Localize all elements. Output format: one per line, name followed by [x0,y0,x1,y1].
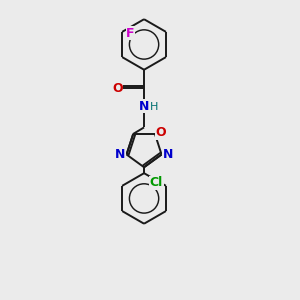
Text: F: F [126,27,135,40]
Text: O: O [155,126,166,139]
Text: H: H [149,102,158,112]
Text: Cl: Cl [150,176,163,189]
Text: N: N [115,148,125,161]
Text: N: N [163,148,173,161]
Text: O: O [112,82,123,95]
Text: N: N [139,100,149,112]
